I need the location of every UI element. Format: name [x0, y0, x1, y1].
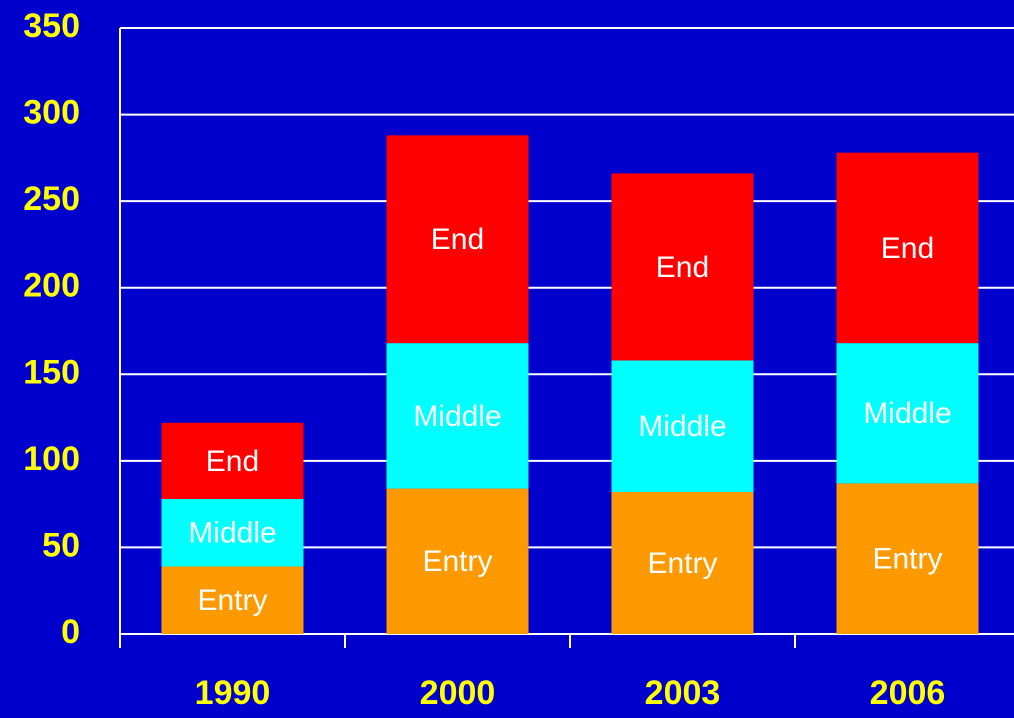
x-tick-label: 2000: [420, 674, 496, 712]
segment-label: Entry: [422, 545, 492, 578]
y-tick-label: 150: [23, 353, 80, 391]
segment-label: End: [881, 232, 934, 265]
bar-segment: [836, 152, 979, 344]
y-tick-label: 100: [23, 440, 80, 478]
segment-label: Entry: [647, 547, 717, 580]
bar-segment: [836, 483, 979, 634]
y-tick-label: 0: [61, 613, 80, 651]
segment-label: Middle: [413, 400, 501, 433]
y-tick-label: 200: [23, 267, 80, 305]
x-tick-label: 2006: [870, 674, 946, 712]
y-tick-label: 350: [23, 7, 80, 45]
segment-label: Entry: [197, 584, 267, 617]
segment-label: Entry: [872, 543, 942, 576]
bar-segment: [386, 343, 529, 489]
segment-label: End: [431, 223, 484, 256]
bar-segment: [161, 498, 304, 567]
y-tick-label: 300: [23, 94, 80, 132]
x-tick-label: 1990: [195, 674, 271, 712]
bar-segment: [386, 488, 529, 634]
segment-label: End: [656, 251, 709, 284]
bar-segment: [161, 422, 304, 499]
y-tick-label: 250: [23, 180, 80, 218]
y-tick-label: 50: [42, 526, 80, 564]
bar-segment: [611, 173, 754, 361]
segment-label: End: [206, 445, 259, 478]
bar-segment: [611, 492, 754, 634]
bar-segment: [836, 343, 979, 484]
segment-label: Middle: [863, 397, 951, 430]
bar-segment: [611, 360, 754, 493]
bar-segment: [386, 135, 529, 344]
x-tick-label: 2003: [645, 674, 721, 712]
segment-label: Middle: [188, 517, 276, 550]
bar-segment: [161, 566, 304, 634]
segment-label: Middle: [638, 410, 726, 443]
